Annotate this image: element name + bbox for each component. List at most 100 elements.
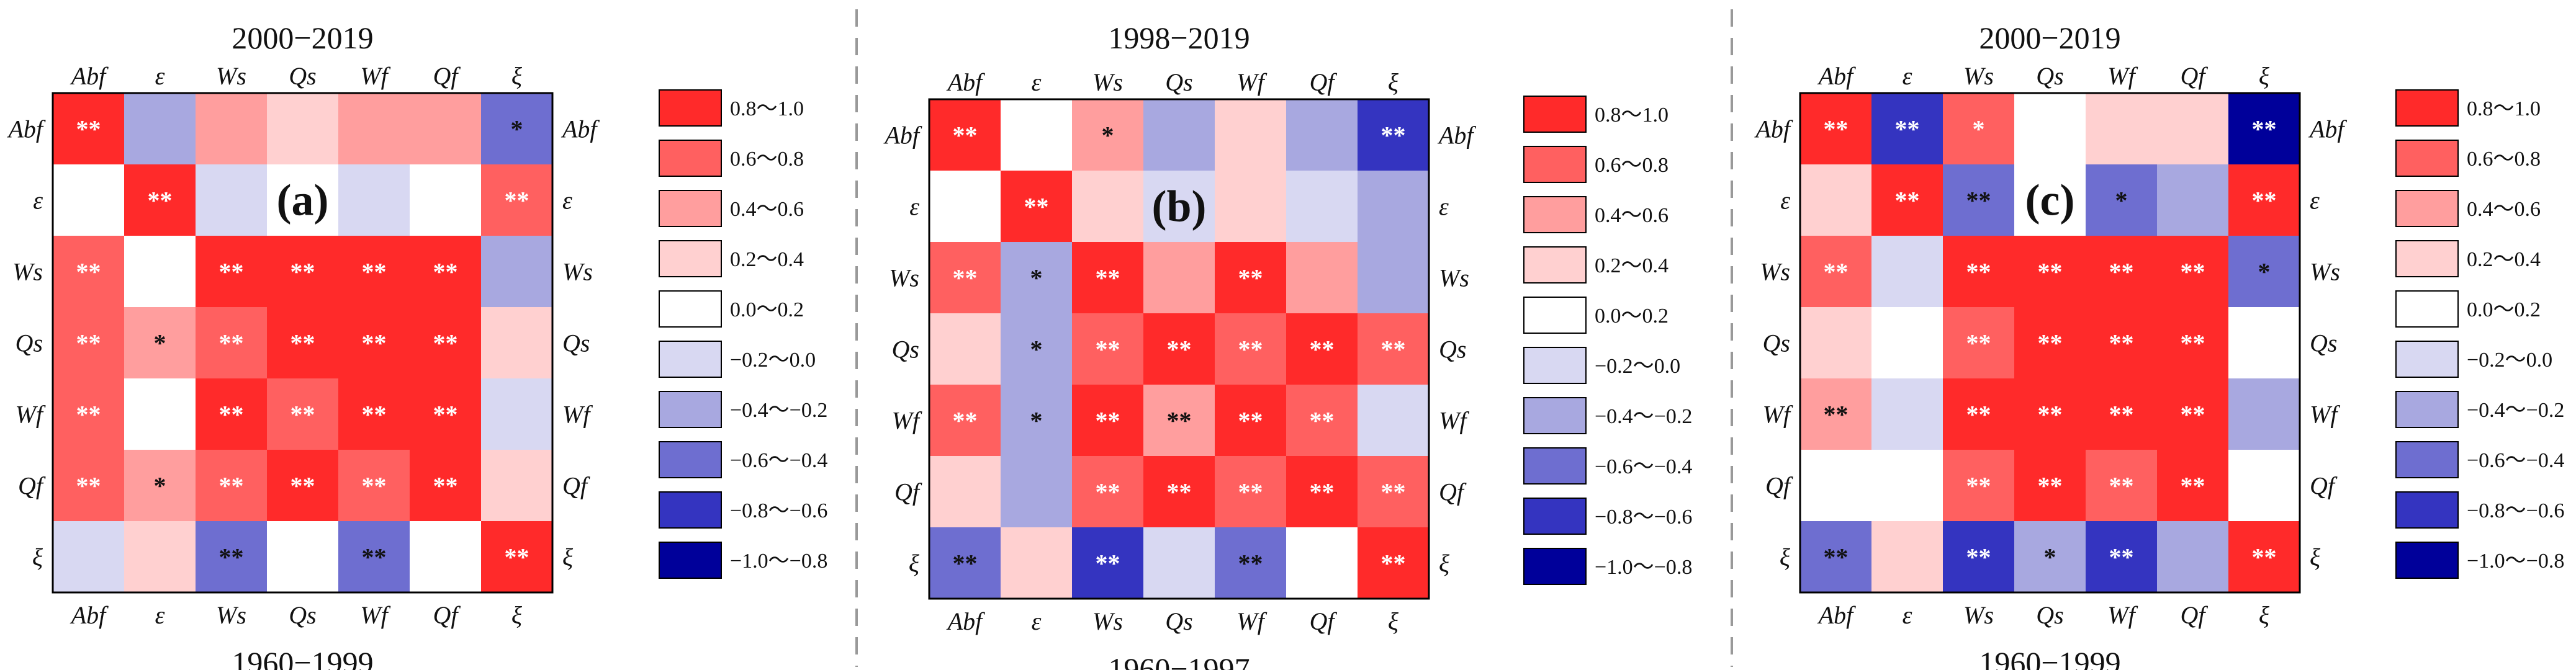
- heatmap-cell: [1800, 521, 1871, 592]
- heatmap-cell: [481, 378, 552, 450]
- heatmap-cell: [53, 307, 124, 378]
- significance-mark: **: [290, 258, 315, 286]
- heatmap-cell: [1358, 313, 1429, 385]
- significance-mark: *: [1030, 264, 1043, 292]
- significance-mark: **: [433, 258, 458, 286]
- significance-mark: **: [2038, 258, 2063, 286]
- heatmap-cell: [929, 313, 1001, 385]
- axis-label-left: ξ: [909, 550, 920, 578]
- axis-label-top: Abf: [70, 62, 109, 90]
- heatmap-panel-2: ** * ****** * ** *** ** ** ** ** **** * ** ** ** **** **…: [883, 20, 1692, 670]
- significance-mark: *: [2258, 258, 2271, 286]
- panel-tag: (c): [2025, 176, 2075, 225]
- legend-swatch: [2395, 491, 2459, 529]
- heatmap-cell: [2014, 93, 2086, 164]
- axis-label-right: Qs: [562, 329, 590, 357]
- legend-swatch: [659, 140, 722, 177]
- axis-label-bottom: Ws: [1963, 601, 1994, 629]
- heatmap-cell: [929, 456, 1001, 527]
- heatmap-cell: [1286, 242, 1358, 313]
- axis-label-right: Wf: [562, 401, 593, 429]
- legend-label: −0.6～−0.4: [2467, 449, 2564, 472]
- axis-label-right: Qf: [1439, 478, 1467, 506]
- axis-label-bottom: Ws: [216, 601, 246, 629]
- panel-tag: (b): [1152, 182, 1207, 231]
- heatmap-cell: [1072, 385, 1143, 456]
- significance-mark: **: [433, 329, 458, 357]
- axis-label-left: Ws: [889, 264, 919, 292]
- significance-mark: **: [76, 329, 101, 357]
- heatmap-cell: [2157, 521, 2228, 592]
- heatmap-cell: [53, 450, 124, 521]
- heatmap-cell: [1800, 164, 1871, 236]
- significance-mark: **: [433, 401, 458, 429]
- heatmap-cell: [1943, 93, 2014, 164]
- legend-label: −0.2～0.0: [1595, 355, 1680, 378]
- legend-label: 0.2～0.4: [1595, 254, 1669, 277]
- axis-label-left: Qf: [1765, 472, 1793, 500]
- heatmap-title-bottom: 1960−1999: [1979, 645, 2120, 670]
- heatmap-cell: [1072, 527, 1143, 599]
- heatmap-cell: [267, 521, 338, 592]
- significance-mark: **: [1167, 336, 1192, 364]
- heatmap-cell: [1871, 164, 1943, 236]
- heatmap-cell: [1943, 164, 2014, 236]
- significance-mark: **: [1381, 478, 1406, 506]
- heatmap-cell: [267, 307, 338, 378]
- legend-label: 0.8～1.0: [2467, 97, 2541, 120]
- legend-3: 0.8～1.0 0.6～0.8 0.4～0.6 0.2～0.4 0.0～0.2 −0.2～…: [2395, 89, 2564, 579]
- legend-swatch: [659, 89, 722, 127]
- significance-mark: **: [1895, 187, 1920, 215]
- heatmap-cell: [1215, 456, 1286, 527]
- significance-mark: **: [362, 543, 387, 571]
- heatmap-cell: [1286, 385, 1358, 456]
- significance-mark: **: [2181, 472, 2205, 500]
- axis-label-top: Wf: [2107, 62, 2138, 90]
- legend-label: −0.4～−0.2: [730, 399, 827, 422]
- axis-label-top: ξ: [2259, 62, 2270, 90]
- axis-label-right: ξ: [562, 543, 574, 571]
- axis-label-left: Wf: [16, 401, 46, 429]
- axis-label-right: ε: [2310, 187, 2320, 215]
- heatmap-cell: [338, 378, 410, 450]
- heatmap-cell: [338, 93, 410, 164]
- axis-label-left: Ws: [1760, 258, 1790, 286]
- heatmap-cell: [2157, 450, 2228, 521]
- heatmap-cell: [410, 307, 481, 378]
- significance-mark: **: [2038, 401, 2063, 429]
- axis-label-right: Abf: [561, 115, 600, 143]
- heatmap-cell: [267, 450, 338, 521]
- axis-label-top: Qf: [1310, 68, 1338, 96]
- axis-label-left: Wf: [1763, 401, 1793, 429]
- axis-label-left: ξ: [32, 543, 43, 571]
- heatmap-cell: [196, 93, 267, 164]
- axis-label-left: Qf: [894, 478, 922, 506]
- axis-label-bottom: Abf: [946, 607, 985, 635]
- heatmap-cell: [1215, 171, 1286, 242]
- heatmap-cell: [2086, 93, 2157, 164]
- heatmap-cell: [410, 93, 481, 164]
- significance-mark: **: [1966, 187, 1991, 215]
- legend-swatch: [1523, 347, 1587, 384]
- legend-swatch: [2395, 391, 2459, 428]
- axis-label-top: ε: [1032, 68, 1042, 96]
- axis-label-left: Abf: [1754, 115, 1793, 143]
- legend-label: 0.2～0.4: [2467, 248, 2541, 271]
- heatmap-cell: [481, 450, 552, 521]
- significance-mark: **: [148, 187, 173, 215]
- heatmap-cell: [1871, 93, 1943, 164]
- legend-label: 0.2～0.4: [730, 248, 804, 271]
- heatmap-cell: [267, 378, 338, 450]
- heatmap-cell: [1286, 99, 1358, 171]
- legend-label: 0.0～0.2: [730, 298, 804, 321]
- axis-label-top: Wf: [360, 62, 390, 90]
- significance-mark: **: [1096, 264, 1120, 292]
- significance-mark: **: [433, 472, 458, 500]
- heatmap-cell: [196, 521, 267, 592]
- legend-swatch: [1523, 196, 1587, 233]
- heatmap-cell: [1143, 527, 1215, 599]
- heatmap-cell: [1358, 527, 1429, 599]
- legend-label: −0.6～−0.4: [730, 449, 827, 472]
- heatmap-cell: [2014, 307, 2086, 378]
- legend-swatch: [2395, 140, 2459, 177]
